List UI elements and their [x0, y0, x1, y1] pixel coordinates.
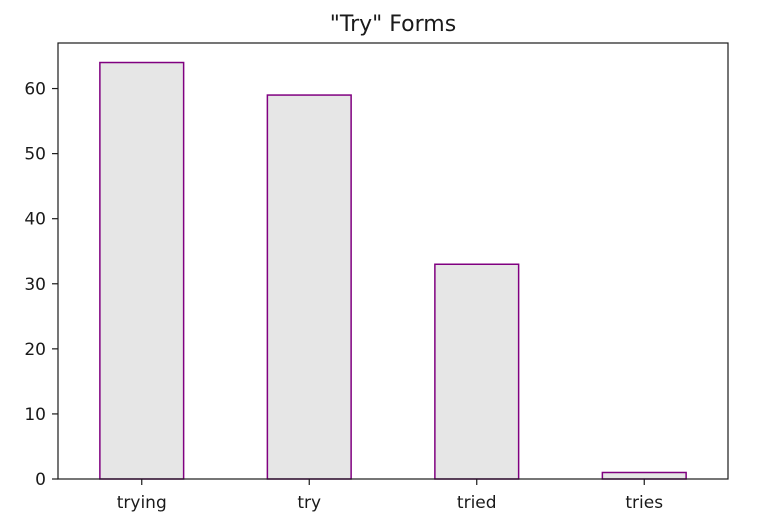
y-axis: 0 10 20 30 40 50 60	[24, 80, 58, 490]
plot-frame	[57, 42, 729, 480]
y-tick-label: 30	[24, 275, 46, 295]
y-tick-label: 40	[24, 210, 46, 230]
x-axis: trying try tried tries	[117, 479, 663, 513]
bar-try	[266, 94, 352, 480]
bars-group	[99, 61, 687, 480]
x-tick-label: tries	[625, 493, 663, 513]
x-tick-label: try	[297, 493, 321, 513]
y-tick-label: 50	[24, 145, 46, 165]
y-tick-label: 60	[24, 80, 46, 100]
bar-tries	[601, 471, 687, 480]
chart-title: "Try" Forms	[330, 12, 456, 37]
bar-tried	[434, 263, 520, 480]
bar-trying	[99, 61, 185, 480]
y-tick-label: 0	[35, 470, 46, 490]
y-tick-label: 10	[24, 405, 46, 425]
y-tick-label: 20	[24, 340, 46, 360]
x-tick-label: tried	[457, 493, 497, 513]
x-tick-label: trying	[117, 493, 167, 513]
